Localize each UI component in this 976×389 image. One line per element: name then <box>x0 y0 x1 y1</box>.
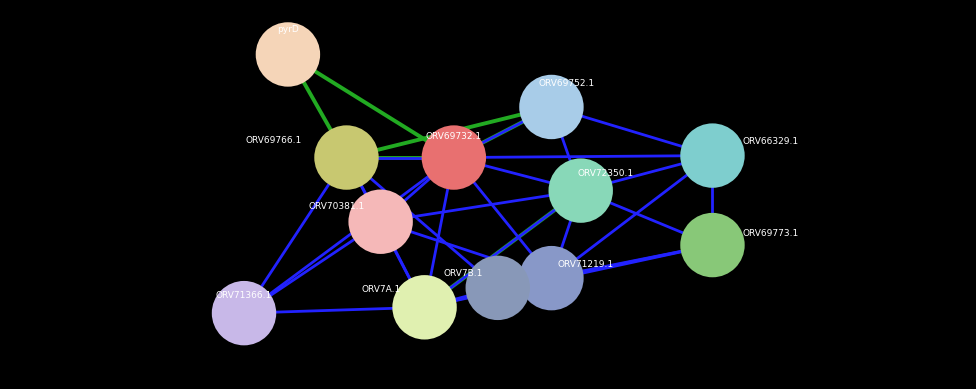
Ellipse shape <box>519 246 584 310</box>
Ellipse shape <box>348 189 413 254</box>
Ellipse shape <box>422 125 486 190</box>
Ellipse shape <box>680 123 745 188</box>
Text: ORV66329.1: ORV66329.1 <box>743 137 799 147</box>
Ellipse shape <box>680 213 745 277</box>
Ellipse shape <box>392 275 457 340</box>
Ellipse shape <box>519 75 584 139</box>
Ellipse shape <box>212 281 276 345</box>
Text: ORV69732.1: ORV69732.1 <box>426 131 482 141</box>
Ellipse shape <box>314 125 379 190</box>
Text: ORV7A.1: ORV7A.1 <box>361 285 400 294</box>
Ellipse shape <box>256 22 320 87</box>
Text: pyrD: pyrD <box>277 25 299 34</box>
Text: ORV72350.1: ORV72350.1 <box>577 168 633 178</box>
Text: ORV69752.1: ORV69752.1 <box>538 79 594 88</box>
Text: ORV71366.1: ORV71366.1 <box>216 291 272 300</box>
Text: ORV70381.1: ORV70381.1 <box>308 202 365 212</box>
Text: ORV69766.1: ORV69766.1 <box>245 135 302 145</box>
Ellipse shape <box>466 256 530 320</box>
Text: ORV69773.1: ORV69773.1 <box>743 229 799 238</box>
Text: ORV71219.1: ORV71219.1 <box>557 260 614 269</box>
Text: ORV7B.1: ORV7B.1 <box>444 268 483 278</box>
Ellipse shape <box>549 158 613 223</box>
